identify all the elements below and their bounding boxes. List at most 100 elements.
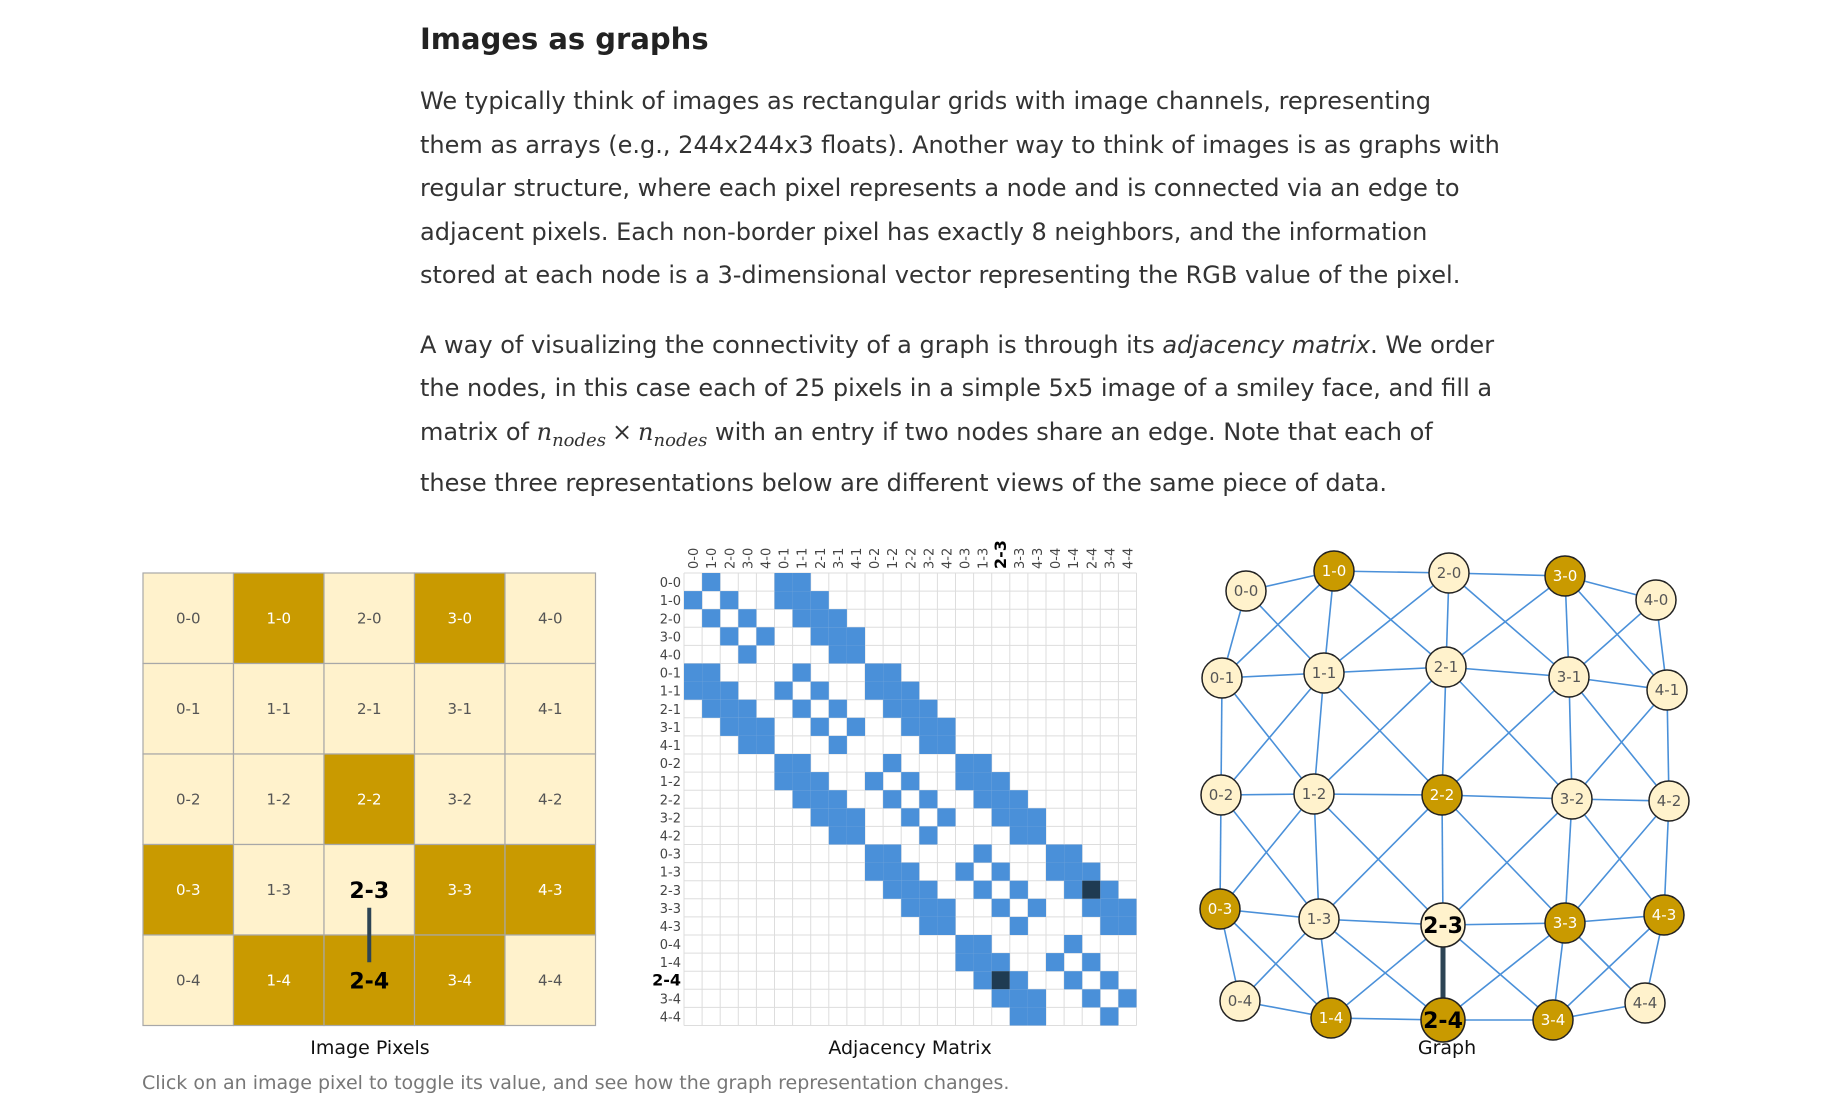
pixel-label: 3-3 (448, 881, 473, 899)
matrix-cell-2-2-2-3 (991, 790, 1010, 809)
graph-node-label: 1-4 (1319, 1009, 1344, 1027)
graph-edge-2-2-1-3 (1318, 794, 1443, 920)
graph-edge-0-2-1-3 (1220, 794, 1320, 920)
pixel-1-1[interactable]: 1-1 (232, 662, 325, 755)
graph-node-1-0: 1-0 (1313, 550, 1355, 592)
matrix-row-label: 3-4 (660, 992, 681, 1007)
matrix-row-label: 0-1 (660, 667, 681, 682)
matrix-cell-2-3-3-4 (1100, 880, 1119, 899)
graph-edge-3-2-4-3 (1571, 798, 1665, 916)
pixel-label: 4-3 (538, 881, 563, 899)
matrix-cell-1-1-1-0 (702, 681, 721, 700)
graph-node-label: 3-4 (1541, 1011, 1566, 1029)
graph-node-label: 0-0 (1234, 582, 1259, 600)
matrix-cell-2-2-1-3 (973, 790, 992, 809)
graph-node-label: 1-3 (1307, 910, 1332, 928)
graph-edge-1-3-1-4 (1318, 918, 1332, 1019)
pixel-1-0[interactable]: 1-0 (232, 572, 325, 665)
pixel-0-0[interactable]: 0-0 (142, 572, 235, 665)
pixel-label: 1-1 (267, 700, 292, 718)
matrix-cell-3-2-2-3 (991, 808, 1010, 827)
matrix-cell-3-2-3-1 (828, 808, 847, 827)
graph-node-label: 0-3 (1208, 900, 1233, 918)
image-pixels-panel: 0-0 1-0 2-0 3-0 4-0 0-1 1-1 2-1 3-1 4-1 0-2 1-2 2-2 3… (142, 572, 597, 1027)
pixel-2-4[interactable]: 2-4 (323, 934, 416, 1027)
pixel-2-2[interactable]: 2-2 (323, 753, 416, 846)
pixel-1-3[interactable]: 1-3 (232, 843, 325, 936)
graph-node-4-2: 4-2 (1648, 780, 1690, 822)
matrix-cell-1-4-2-3 (991, 953, 1010, 972)
pixel-4-1[interactable]: 4-1 (504, 662, 597, 755)
pixel-4-2[interactable]: 4-2 (504, 753, 597, 846)
matrix-cell-2-0-3-1 (828, 609, 847, 628)
pixel-label: 0-1 (176, 700, 201, 718)
matrix-cell-0-1-0-0 (684, 663, 703, 682)
matrix-cell-3-3-4-4 (1118, 898, 1137, 917)
graph-node-label: 0-2 (1209, 786, 1234, 804)
graph-edge-2-0-3-1 (1448, 572, 1570, 678)
matrix-cell-3-1-3-0 (738, 717, 757, 736)
pixel-1-2[interactable]: 1-2 (232, 753, 325, 846)
matrix-cell-1-2-2-3 (991, 772, 1010, 791)
pixel-3-2[interactable]: 3-2 (413, 753, 506, 846)
graph-node-label: 0-1 (1210, 669, 1235, 687)
pixel-3-4[interactable]: 3-4 (413, 934, 506, 1027)
matrix-cell-3-1-3-2 (919, 717, 938, 736)
matrix-cell-1-1-0-2 (865, 681, 884, 700)
pixel-2-1[interactable]: 2-1 (323, 662, 416, 755)
matrix-col-label: 0-1 (778, 548, 793, 569)
matrix-cell-2-0-1-1 (792, 609, 811, 628)
matrix-row-label: 2-3 (660, 884, 681, 899)
matrix-cell-4-1-3-1 (828, 735, 847, 754)
graph-edge-0-3-1-4 (1219, 908, 1332, 1019)
graph-node-label: 4-2 (1657, 792, 1682, 810)
adjacency-matrix-term: adjacency matrix (1162, 330, 1371, 359)
graph-edge-3-0-3-1 (1564, 575, 1570, 678)
pixel-0-2[interactable]: 0-2 (142, 753, 235, 846)
matrix-row-label: 0-2 (660, 757, 681, 772)
pixel-2-0[interactable]: 2-0 (323, 572, 416, 665)
matrix-cell-1-2-0-2 (865, 772, 884, 791)
pixel-0-4[interactable]: 0-4 (142, 934, 235, 1027)
panel-title-0: Image Pixels (310, 1037, 429, 1059)
graph-node-2-1: 2-1 (1425, 646, 1467, 688)
pixel-4-0[interactable]: 4-0 (504, 572, 597, 665)
matrix-cell-0-2-0-3 (955, 754, 974, 773)
matrix-cell-1-1-1-2 (883, 681, 902, 700)
matrix-cell-1-2-0-3 (955, 772, 974, 791)
matrix-cell-2-3-3-2 (919, 880, 938, 899)
matrix-row-label: 2-1 (660, 703, 681, 718)
panel-titles: Image Pixels Adjacency Matrix Graph (310, 1037, 1476, 1059)
matrix-cell-2-1-2-2 (901, 699, 920, 718)
article: Images as graphs We typically think of i… (420, 22, 1500, 531)
pixel-0-1[interactable]: 0-1 (142, 662, 235, 755)
matrix-cell-2-2-1-1 (792, 790, 811, 809)
graph-edge-1-1-2-1 (1323, 666, 1447, 674)
pixel-3-1[interactable]: 3-1 (413, 662, 506, 755)
pixel-4-4[interactable]: 4-4 (504, 934, 597, 1027)
matrix-row-label: 4-3 (660, 920, 681, 935)
matrix-cell-1-3-1-2 (883, 862, 902, 881)
pixel-3-3[interactable]: 3-3 (413, 843, 506, 936)
graph-edge-1-0-0-1 (1221, 570, 1335, 679)
graph-edge-0-2-1-2 (1220, 793, 1315, 796)
matrix-row-label: 0-3 (660, 848, 681, 863)
graph-node-4-1: 4-1 (1646, 669, 1688, 711)
matrix-row-label: 0-4 (660, 938, 681, 953)
matrix-cell-1-3-2-3 (991, 862, 1010, 881)
matrix-cell-4-3-4-2 (937, 916, 956, 935)
pixel-3-0[interactable]: 3-0 (413, 572, 506, 665)
graph-edge-3-3-3-4 (1552, 922, 1566, 1021)
graph-node-label: 2-2 (1430, 786, 1455, 804)
graph-node-label: 4-0 (1644, 591, 1669, 609)
pixel-1-4[interactable]: 1-4 (232, 934, 325, 1027)
pixel-2-3[interactable]: 2-3 (323, 843, 416, 936)
matrix-cell-4-4-3-4 (1100, 1007, 1119, 1026)
matrix-row-label: 1-0 (660, 594, 681, 609)
graph-edge-2-0-2-1 (1445, 572, 1450, 668)
pixel-4-3[interactable]: 4-3 (504, 843, 597, 936)
matrix-cell-2-2-2-1 (810, 790, 829, 809)
matrix-cell-4-2-3-2 (919, 826, 938, 845)
pixel-0-3[interactable]: 0-3 (142, 843, 235, 936)
matrix-col-label: 1-4 (1067, 548, 1082, 569)
